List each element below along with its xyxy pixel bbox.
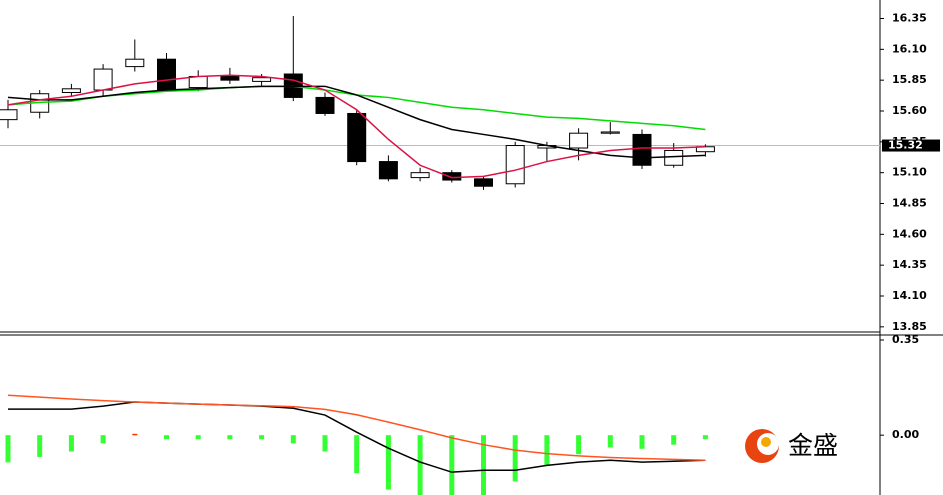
histogram-bar bbox=[512, 435, 518, 482]
candle-body bbox=[632, 133, 652, 166]
histogram-bar bbox=[100, 435, 106, 444]
indicator-line bbox=[8, 401, 706, 473]
histogram-bar bbox=[639, 435, 645, 449]
histogram-bar bbox=[544, 435, 550, 466]
histogram-bar bbox=[449, 435, 455, 495]
candle-body bbox=[157, 58, 176, 91]
y-tick-label: 15.10 bbox=[892, 166, 927, 179]
candle-body bbox=[315, 96, 335, 114]
y-tick-label: 15.85 bbox=[892, 73, 927, 86]
logo-text: 金盛 bbox=[788, 431, 838, 460]
candle-body bbox=[442, 172, 462, 181]
histogram-bar bbox=[671, 435, 677, 445]
indicator-line bbox=[7, 74, 706, 179]
histogram-bar bbox=[164, 435, 169, 440]
y-tick-label: 16.35 bbox=[892, 12, 927, 25]
histogram-bar bbox=[227, 435, 233, 440]
y-tick-label: 14.10 bbox=[892, 289, 927, 302]
y-tick-label: 14.85 bbox=[892, 197, 927, 210]
histogram-bar bbox=[702, 435, 708, 440]
candle-body bbox=[61, 88, 81, 94]
candle-body bbox=[125, 58, 145, 68]
logo-icon bbox=[761, 437, 771, 447]
last-price-box bbox=[882, 139, 940, 152]
y-tick-label: 16.10 bbox=[892, 42, 927, 55]
candle-body bbox=[252, 77, 272, 82]
candle-body bbox=[474, 178, 493, 187]
candle-body bbox=[664, 149, 684, 166]
logo: 金盛 bbox=[745, 429, 838, 463]
candle-body bbox=[378, 161, 398, 180]
histogram-bar bbox=[576, 435, 582, 455]
histogram-bar bbox=[290, 435, 296, 444]
histogram-bar bbox=[5, 435, 11, 463]
last-price-label: 15.32 bbox=[888, 139, 923, 152]
histogram-bar bbox=[68, 435, 74, 452]
y-tick-label: 13.85 bbox=[892, 320, 927, 333]
candle-body bbox=[188, 75, 208, 89]
histogram-bar bbox=[322, 435, 328, 452]
histogram-bar bbox=[607, 435, 613, 448]
candle-body bbox=[220, 75, 240, 81]
histogram-bar bbox=[385, 435, 391, 490]
candle-body bbox=[569, 132, 589, 149]
histogram-bar bbox=[417, 435, 423, 495]
y-tick-label: 15.60 bbox=[892, 104, 927, 117]
indicator-line bbox=[7, 394, 706, 461]
histogram-bar bbox=[37, 435, 43, 457]
histogram-bar bbox=[259, 435, 265, 440]
histogram-bar bbox=[195, 435, 201, 440]
candle-body bbox=[410, 172, 430, 179]
candle-body bbox=[0, 109, 18, 121]
y-tick-label: 0.00 bbox=[892, 428, 919, 441]
y-tick-label: 14.60 bbox=[892, 227, 927, 240]
candle-body bbox=[347, 112, 367, 163]
y-tick-label: 14.35 bbox=[892, 258, 927, 271]
histogram-bar bbox=[354, 435, 360, 474]
histogram-bar bbox=[132, 433, 138, 436]
candle-body bbox=[505, 145, 525, 185]
candle-body bbox=[93, 68, 113, 91]
y-tick-label: 0.35 bbox=[892, 333, 919, 346]
candle-body bbox=[600, 131, 620, 134]
indicator-line bbox=[7, 85, 706, 159]
histogram-bar bbox=[481, 435, 486, 495]
